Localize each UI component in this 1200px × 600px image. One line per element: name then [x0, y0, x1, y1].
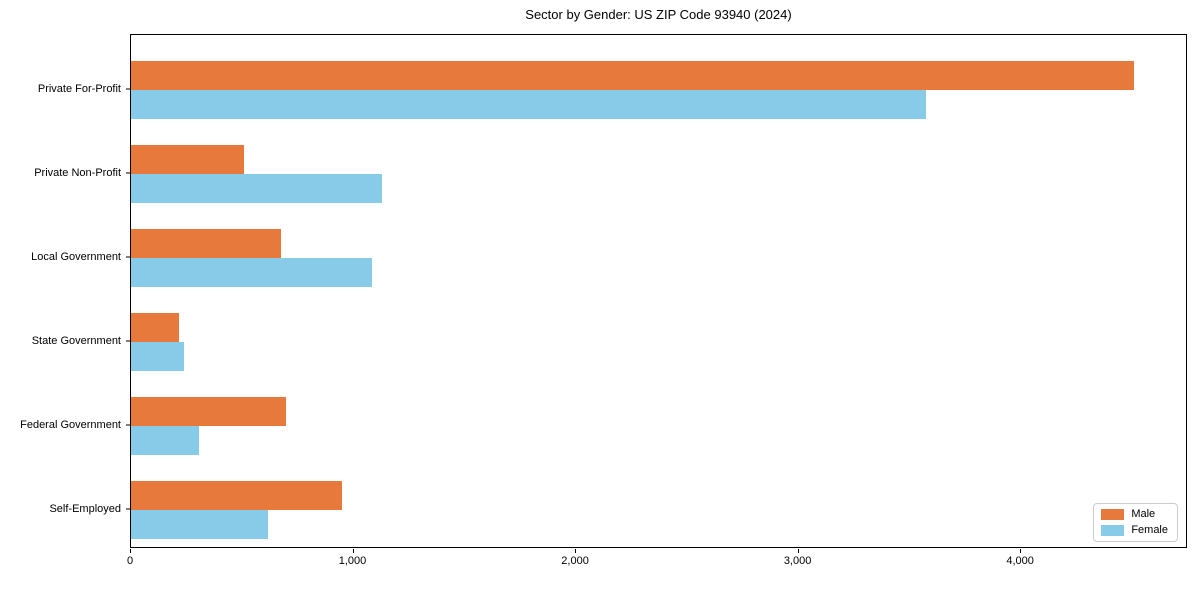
- bar-male-4: [131, 397, 287, 426]
- bar-male-5: [131, 481, 342, 510]
- y-tick-mark-3: [126, 340, 130, 342]
- y-tick-mark-4: [126, 424, 130, 426]
- y-tick-mark-2: [126, 256, 130, 258]
- legend-label-male: Male: [1131, 508, 1156, 520]
- bar-male-3: [131, 313, 179, 342]
- legend-swatch-female-icon: [1101, 525, 1125, 536]
- x-tick-mark-3: [797, 549, 799, 553]
- legend-item-female: Female: [1101, 525, 1168, 536]
- y-tick-label-1: Private Non-Profit: [34, 167, 121, 179]
- bar-female-0: [131, 90, 927, 119]
- bar-female-2: [131, 258, 372, 287]
- y-tick-mark-0: [126, 88, 130, 90]
- bar-female-4: [131, 426, 199, 455]
- bar-female-5: [131, 510, 268, 539]
- y-tick-label-0: Private For-Profit: [37, 83, 121, 95]
- legend-swatch-male-icon: [1101, 509, 1125, 520]
- legend-label-female: Female: [1131, 524, 1168, 536]
- x-tick-label-0: 0: [126, 555, 134, 567]
- y-tick-label-5: Self-Employed: [49, 503, 121, 515]
- bar-female-1: [131, 174, 382, 203]
- x-tick-label-2: 2,000: [561, 555, 589, 567]
- legend-item-male: Male: [1101, 509, 1168, 520]
- y-tick-label-3: State Government: [31, 335, 121, 347]
- chart-title: Sector by Gender: US ZIP Code 93940 (202…: [525, 7, 792, 22]
- x-tick-label-3: 3,000: [783, 555, 812, 567]
- x-tick-label-4: 4,000: [1006, 555, 1034, 567]
- x-tick-mark-0: [130, 549, 131, 553]
- y-tick-mark-5: [126, 508, 130, 510]
- bar-male-2: [131, 229, 281, 258]
- bar-male-1: [131, 145, 245, 174]
- y-tick-label-4: Federal Government: [20, 419, 121, 431]
- bar-female-3: [131, 342, 185, 371]
- x-tick-mark-4: [1020, 549, 1022, 553]
- x-tick-mark-1: [352, 549, 354, 553]
- plot-area: Male Female: [130, 34, 1187, 548]
- legend: Male Female: [1093, 503, 1178, 542]
- x-tick-label-1: 1,000: [338, 555, 367, 567]
- x-tick-mark-2: [575, 549, 577, 553]
- bar-male-0: [131, 61, 1134, 90]
- y-tick-label-2: Local Government: [31, 251, 121, 263]
- y-tick-mark-1: [126, 172, 130, 174]
